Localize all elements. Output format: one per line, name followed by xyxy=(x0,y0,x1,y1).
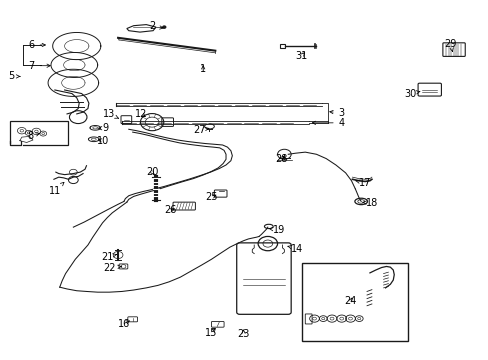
Text: 26: 26 xyxy=(164,205,177,215)
Text: 17: 17 xyxy=(355,178,370,188)
Text: 4: 4 xyxy=(312,118,344,128)
Text: 29: 29 xyxy=(444,39,456,51)
Text: 14: 14 xyxy=(287,244,303,253)
Text: 6: 6 xyxy=(28,40,45,50)
Text: 28: 28 xyxy=(274,154,286,164)
Text: 1: 1 xyxy=(200,64,206,74)
Text: 10: 10 xyxy=(97,136,109,146)
Text: 30: 30 xyxy=(404,89,419,99)
Text: 15: 15 xyxy=(205,328,217,338)
Text: 21: 21 xyxy=(101,252,116,262)
Text: 27: 27 xyxy=(193,125,208,135)
Text: 24: 24 xyxy=(344,296,356,306)
Text: 2: 2 xyxy=(149,21,163,31)
Text: 25: 25 xyxy=(205,192,217,202)
Text: 9: 9 xyxy=(98,123,109,133)
Text: 8: 8 xyxy=(27,131,40,141)
Text: 16: 16 xyxy=(118,319,130,329)
Text: 5: 5 xyxy=(8,71,20,81)
Text: 13: 13 xyxy=(103,109,118,119)
Text: 12: 12 xyxy=(135,109,147,119)
Text: 31: 31 xyxy=(295,51,307,61)
Bar xyxy=(301,263,407,342)
Text: 22: 22 xyxy=(103,262,121,273)
Text: 3: 3 xyxy=(329,108,344,118)
Text: 20: 20 xyxy=(145,167,158,177)
Text: 19: 19 xyxy=(269,225,285,235)
Bar xyxy=(279,44,285,48)
Text: 11: 11 xyxy=(49,183,64,196)
Circle shape xyxy=(163,26,165,28)
Text: 7: 7 xyxy=(28,61,50,71)
Text: 23: 23 xyxy=(237,329,249,339)
Text: 18: 18 xyxy=(362,198,377,208)
